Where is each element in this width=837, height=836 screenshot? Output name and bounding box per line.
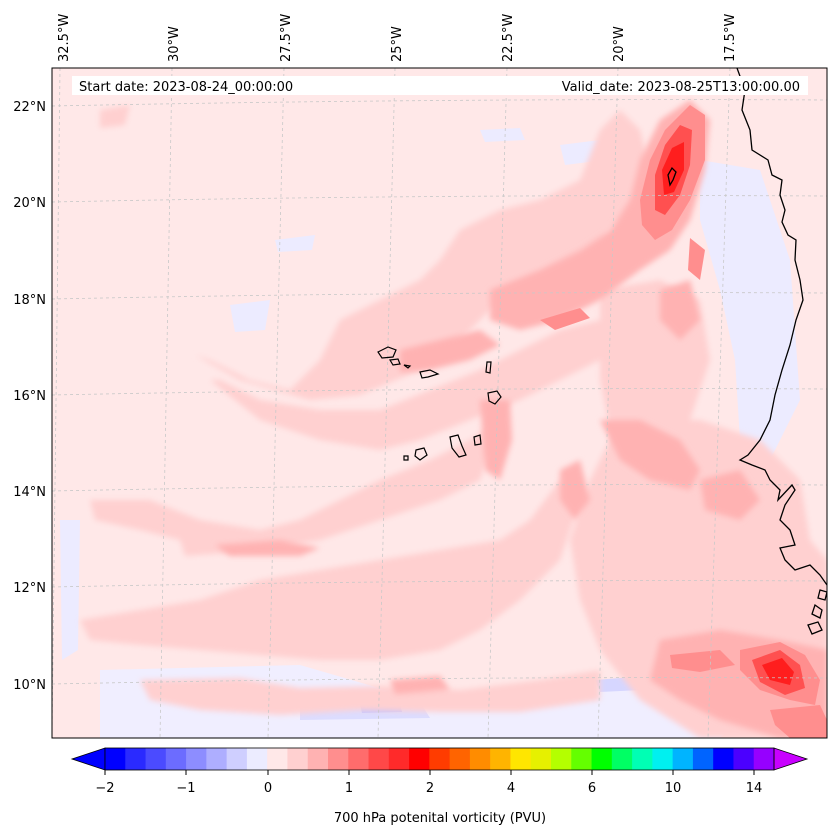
colorbar: −2 −1 0 1 2 4 6 10 14 700 hPa potenital … bbox=[70, 747, 809, 826]
graticule bbox=[52, 68, 827, 738]
colorbar-cell bbox=[267, 748, 288, 770]
cbar-tick-label: −1 bbox=[176, 781, 195, 796]
colorbar-cell bbox=[165, 748, 187, 770]
colorbar-cell bbox=[429, 748, 451, 770]
valid-date-label: Valid_date: 2023-08-25T13:00:00.00 bbox=[562, 80, 800, 95]
lon-label-20w: 20°W bbox=[612, 26, 627, 62]
colorbar-label: 700 hPa potenital vorticity (PVU) bbox=[334, 811, 546, 826]
longitude-labels: 32.5°W 30°W 27.5°W 25°W 22.5°W 20°W 17.5… bbox=[57, 14, 738, 62]
colorbar-cells bbox=[105, 748, 775, 770]
lon-label-17-5w: 17.5°W bbox=[723, 14, 738, 62]
lat-label-18n: 18°N bbox=[13, 293, 46, 308]
colorbar-cell bbox=[186, 748, 207, 770]
colorbar-cell bbox=[469, 748, 491, 770]
cbar-tick-label: 4 bbox=[507, 781, 515, 796]
colorbar-cell bbox=[510, 748, 532, 770]
cbar-tick-label: 10 bbox=[665, 781, 682, 796]
colorbar-cell bbox=[632, 748, 653, 770]
colorbar-cell bbox=[307, 748, 329, 770]
island-sao-nicolau bbox=[419, 369, 440, 379]
lat-label-20n: 20°N bbox=[13, 196, 46, 211]
colorbar-cell bbox=[753, 748, 775, 770]
lat-label-10n: 10°N bbox=[13, 678, 46, 693]
island-sal bbox=[485, 361, 492, 374]
colorbar-cell bbox=[591, 748, 613, 770]
cbar-tick-label: 14 bbox=[746, 781, 763, 796]
colorbar-extend-high bbox=[773, 747, 809, 771]
colorbar-cell bbox=[287, 748, 309, 770]
colorbar-cell bbox=[530, 748, 552, 770]
colorbar-cell bbox=[571, 748, 593, 770]
lon-label-22-5w: 22.5°W bbox=[501, 14, 516, 62]
lat-label-12n: 12°N bbox=[13, 581, 46, 596]
colorbar-outline bbox=[104, 747, 775, 771]
colorbar-extend-low bbox=[70, 747, 106, 771]
colorbar-cell bbox=[652, 748, 674, 770]
island-sao-vicente bbox=[389, 358, 401, 366]
colorbar-cell bbox=[733, 748, 755, 770]
island-santiago bbox=[449, 434, 467, 458]
map-panel bbox=[52, 68, 827, 738]
colorbar-cell bbox=[348, 748, 370, 770]
lon-label-30w: 30°W bbox=[167, 26, 182, 62]
cbar-tick-label: −2 bbox=[95, 781, 114, 796]
date-info-box bbox=[72, 76, 808, 95]
lon-label-25w: 25°W bbox=[390, 26, 405, 62]
island-boa-vista bbox=[487, 390, 502, 405]
colorbar-cell bbox=[490, 748, 511, 770]
map-frame bbox=[51, 67, 828, 739]
colorbar-cell bbox=[611, 748, 633, 770]
island-fogo bbox=[414, 447, 428, 461]
lon-label-32-5w: 32.5°W bbox=[57, 14, 72, 62]
lat-label-16n: 16°N bbox=[13, 389, 46, 404]
colorbar-cell bbox=[388, 748, 410, 770]
colorbar-cell bbox=[125, 748, 147, 770]
island-maio bbox=[473, 434, 482, 446]
lon-label-27-5w: 27.5°W bbox=[279, 14, 294, 62]
colorbar-cell bbox=[246, 748, 268, 770]
colorbar-cell bbox=[206, 748, 228, 770]
colorbar-cell bbox=[449, 748, 471, 770]
lat-label-14n: 14°N bbox=[13, 485, 46, 500]
colorbar-cell bbox=[551, 748, 572, 770]
island-santa-luzia bbox=[403, 364, 412, 369]
colorbar-tick-labels: −2 −1 0 1 2 4 6 10 14 bbox=[95, 781, 762, 796]
colorbar-cell bbox=[713, 748, 734, 770]
colorbar-cell bbox=[105, 748, 126, 770]
cape-verde-islands bbox=[377, 346, 502, 461]
colorbar-cell bbox=[226, 748, 248, 770]
colorbar-cell bbox=[692, 748, 714, 770]
colorbar-cell bbox=[409, 748, 430, 770]
latitude-labels: 22°N 20°N 18°N 16°N 14°N 12°N 10°N bbox=[13, 100, 46, 693]
colorbar-cell bbox=[672, 748, 694, 770]
island-brava bbox=[403, 455, 409, 461]
cbar-tick-label: 2 bbox=[426, 781, 434, 796]
colorbar-cell bbox=[368, 748, 390, 770]
lat-label-22n: 22°N bbox=[13, 100, 46, 115]
colorbar-cell bbox=[145, 748, 167, 770]
colorbar-cell bbox=[328, 748, 349, 770]
cbar-tick-label: 0 bbox=[264, 781, 272, 796]
island-santo-antao bbox=[377, 346, 397, 359]
colorbar-ticks bbox=[104, 770, 755, 775]
cbar-tick-label: 1 bbox=[345, 781, 353, 796]
african-coastline bbox=[667, 68, 827, 635]
start-date-label: Start date: 2023-08-24_00:00:00 bbox=[79, 80, 293, 95]
cbar-tick-label: 6 bbox=[588, 781, 596, 796]
